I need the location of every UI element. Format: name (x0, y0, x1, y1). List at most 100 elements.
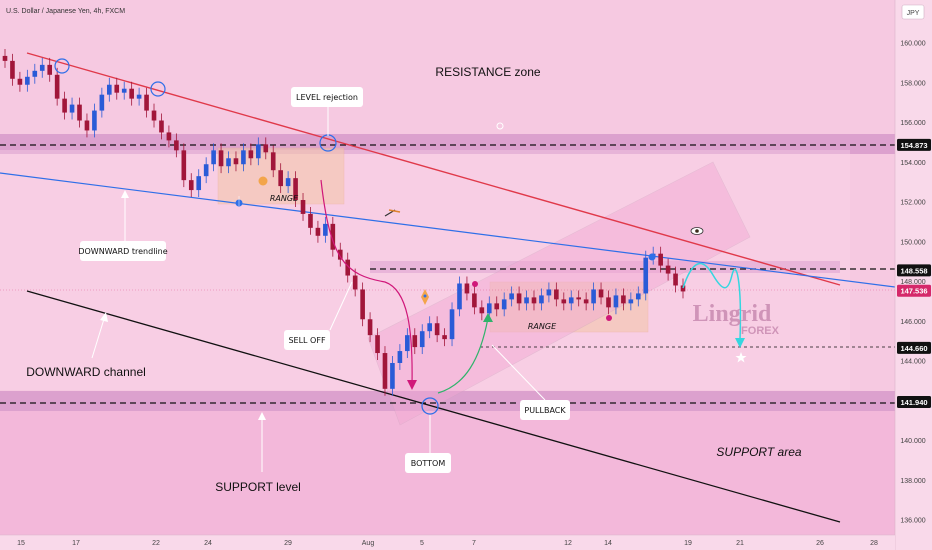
candle-body (583, 299, 589, 304)
candle-body (25, 76, 30, 85)
candle-body (121, 88, 127, 93)
candle-body (539, 295, 544, 304)
channel-pointer (91, 318, 105, 359)
range-dot-3 (472, 281, 478, 287)
price-tag (897, 284, 931, 297)
price-tags-group: 154.873 148.558 147.536 144.660 141.940 (897, 138, 931, 408)
pullback-pointer (491, 344, 546, 401)
sell-off-arrowhead (407, 380, 417, 390)
candle-body (501, 299, 507, 310)
sell-off-pointer (329, 281, 353, 331)
candle-body (576, 297, 582, 300)
candle-body (367, 319, 373, 336)
candle-body (621, 295, 626, 304)
pullback-arrowhead (483, 313, 493, 322)
price-tag-label: 154.873 (900, 141, 927, 150)
candle-body (561, 299, 567, 304)
candle-body (278, 170, 283, 187)
candle-body (412, 335, 418, 348)
bottom-box (405, 453, 451, 473)
bottom-marker (421, 397, 439, 415)
candle-body (554, 289, 559, 300)
x-tick-label: 28 (870, 540, 878, 547)
y-tick-label: 158.000 (900, 80, 925, 87)
resistance-trendline (26, 52, 841, 286)
candle-body (84, 120, 90, 131)
channel-pointer-head (100, 312, 108, 322)
candle-body (211, 150, 216, 165)
candle-body (218, 150, 224, 167)
y-tick-label: 150.000 (900, 239, 925, 246)
candle-body (352, 275, 358, 290)
candle-body (151, 110, 157, 121)
candle-body (613, 295, 619, 308)
candle-body (77, 104, 82, 121)
candle-body (479, 307, 485, 314)
time-axis (0, 535, 895, 550)
candle-body (635, 293, 641, 300)
candle-body (263, 144, 269, 153)
candle-body (419, 331, 425, 348)
candle-body (598, 289, 604, 298)
resistance-zone-label: RESISTANCE zone (435, 65, 540, 79)
bottom-label: BOTTOM (411, 459, 446, 468)
y-tick-label: 156.000 (900, 120, 925, 127)
candle-body (442, 335, 447, 340)
candle-body (345, 259, 351, 276)
x-tick-label: 15 (17, 540, 25, 547)
candle-body (114, 84, 120, 93)
candle-body (248, 150, 254, 159)
mid-zone-band (370, 261, 840, 273)
candle-body (32, 70, 38, 77)
y-tick-label: 146.000 (900, 319, 925, 326)
currency-box[interactable] (901, 4, 925, 20)
x-tick-label: 22 (152, 540, 160, 547)
pullback-box (520, 400, 570, 420)
x-tick-label: 21 (736, 540, 744, 547)
candle-body (92, 110, 97, 131)
candle-body (270, 152, 276, 171)
x-tick-label: 17 (72, 540, 80, 547)
candle-body (457, 283, 462, 310)
currency-label: JPY (907, 10, 920, 17)
candle-body (390, 362, 395, 389)
candle-body (17, 78, 23, 85)
candle-body (330, 223, 336, 250)
hidden-marker (496, 122, 504, 130)
y-tick-label: 154.000 (900, 160, 925, 167)
candle-body (606, 297, 611, 308)
x-tick-label: 7 (472, 540, 476, 547)
candle-body (397, 351, 403, 363)
lower-region (0, 411, 895, 550)
support-level-label: SUPPORT level (215, 480, 301, 494)
touch-marker-2 (150, 81, 166, 97)
rising-channel-band (367, 161, 751, 426)
price-tag (897, 264, 931, 277)
price-tag-label: 148.558 (900, 266, 927, 275)
candle-body (226, 158, 231, 167)
candle-body (62, 98, 67, 113)
support-area-label: SUPPORT area (716, 445, 801, 459)
y-tick-label: 148.000 (900, 279, 925, 286)
y-tick-label: 160.000 (900, 41, 925, 48)
candle-body (337, 249, 343, 260)
candle-body (129, 88, 134, 99)
candle-body (159, 120, 164, 133)
x-tick-label: 14 (604, 540, 612, 547)
sell-off-arrow (320, 179, 413, 386)
pickaxe-icon (384, 209, 401, 217)
candle-body (509, 293, 514, 300)
candle-body (300, 200, 306, 214)
trendline-box (80, 241, 166, 261)
x-tick-label: 5 (420, 540, 424, 547)
support-level-pointer-head (258, 412, 266, 420)
candle-body (486, 303, 492, 314)
pullback-arrow (437, 317, 489, 394)
candle-body (591, 289, 596, 304)
range-dot-4 (606, 315, 612, 321)
logo-subtext: FOREX (741, 325, 780, 337)
level-rejection-box (291, 87, 363, 107)
forecast-arrow (682, 262, 742, 341)
